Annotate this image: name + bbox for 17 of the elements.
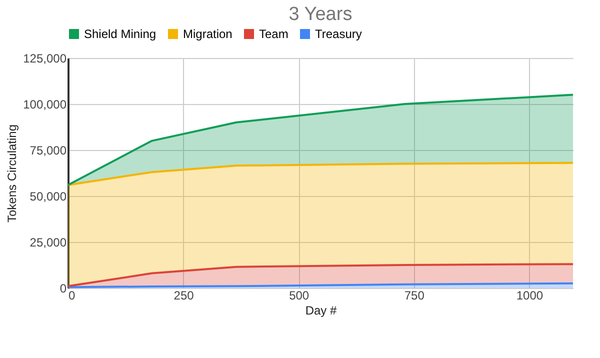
y-tick-label: 25,000	[30, 236, 67, 250]
legend-label: Team	[259, 27, 288, 41]
x-tick-label: 500	[289, 288, 310, 302]
legend-label: Migration	[183, 27, 232, 41]
legend-label: Treasury	[315, 27, 362, 41]
y-tick-label: 125,000	[23, 52, 67, 66]
y-tick-label: 50,000	[30, 190, 67, 204]
x-tick-label: 1000	[516, 288, 544, 302]
x-tick-label: 750	[404, 288, 425, 302]
y-axis-title: Tokens Circulating	[5, 124, 20, 223]
x-axis-title: Day #	[305, 304, 337, 318]
x-tick-label: 0	[68, 288, 76, 302]
legend-label: Shield Mining	[84, 27, 156, 41]
y-tick-label: 75,000	[30, 144, 67, 158]
y-tick-label: 100,000	[23, 98, 67, 112]
x-tick-label: 250	[174, 288, 194, 302]
chart-title: 3 Years	[288, 4, 352, 25]
